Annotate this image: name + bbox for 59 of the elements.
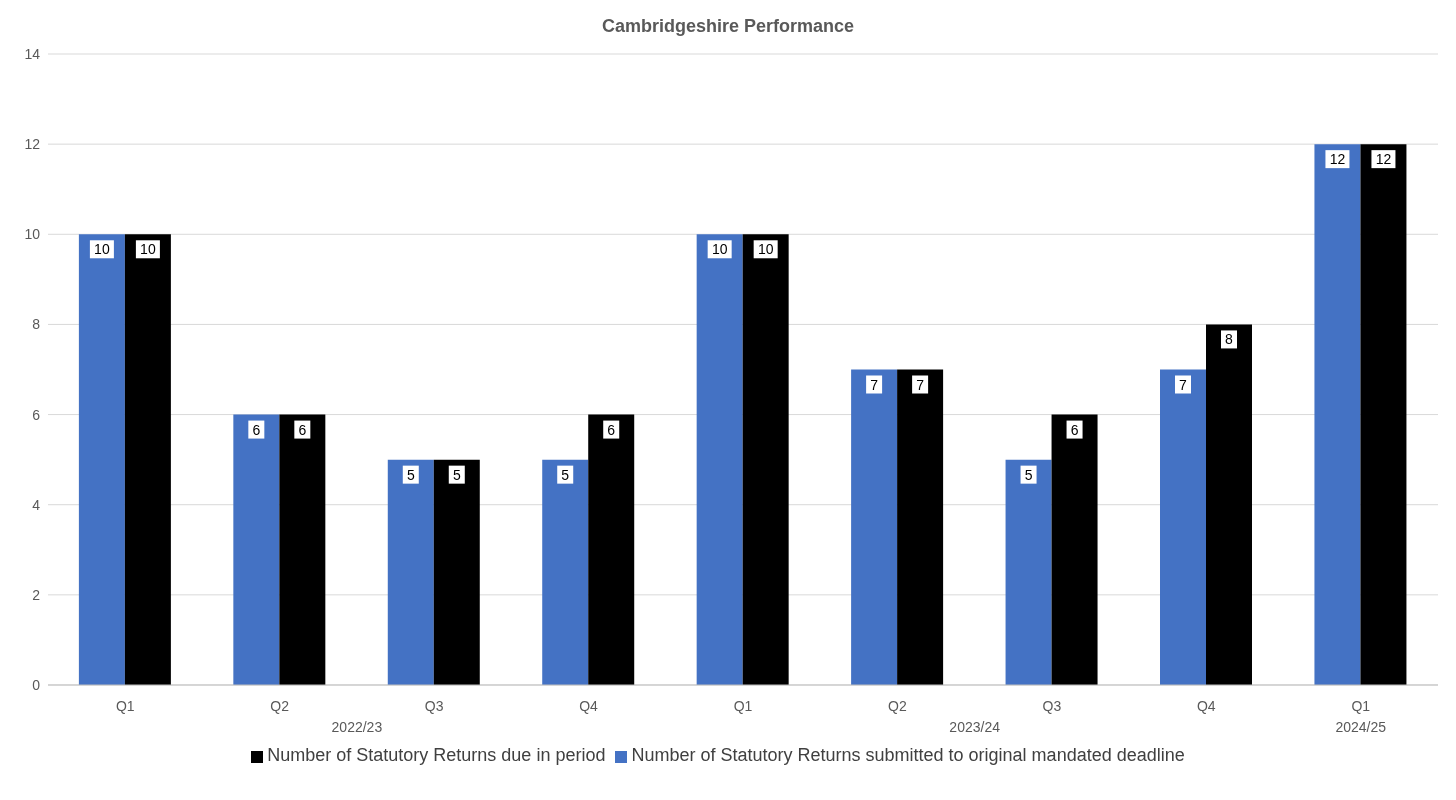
data-label: 10 [140, 241, 156, 258]
data-label: 7 [870, 376, 879, 393]
bar [124, 234, 171, 685]
text: 2023/24 [948, 719, 1001, 735]
x-tick-label: Q2 [888, 697, 907, 714]
bar [1206, 324, 1252, 685]
data-label: 6 [298, 421, 307, 438]
x-tick-label: Q4 [1196, 697, 1216, 714]
x-tick-label: Q4 [579, 697, 599, 714]
x-tick-label: Q2 [270, 697, 290, 714]
data-label: 7 [916, 376, 925, 393]
y-tick-label: 0 [32, 676, 41, 693]
data-label: 12 [1375, 151, 1392, 168]
data-label: 5 [561, 466, 570, 483]
data-label: 7 [1179, 376, 1188, 393]
data-label: 6 [607, 421, 616, 438]
data-label: 6 [1070, 421, 1079, 438]
y-tick-label: 10 [24, 226, 41, 243]
data-label: 12 [1329, 151, 1346, 168]
bar [897, 369, 944, 685]
data-label: 5 [452, 466, 461, 483]
text: 2024/25 [1334, 719, 1388, 735]
x-tick-label: Q3 [1042, 697, 1062, 714]
bar [78, 234, 125, 685]
bar [279, 414, 326, 685]
data-label: 5 [1024, 466, 1033, 483]
bar [742, 234, 789, 685]
data-label: 10 [94, 241, 110, 258]
y-tick-label: 2 [32, 586, 41, 603]
x-tick-label: Q1 [733, 697, 753, 714]
x-tick-label: Q1 [115, 697, 135, 714]
y-tick-label: 4 [32, 496, 41, 513]
x-tick-label: Q1 [1351, 697, 1371, 714]
text: 2022/23 [330, 719, 384, 735]
bar [1005, 459, 1052, 685]
data-label: 6 [252, 421, 261, 438]
bar [1314, 144, 1361, 685]
bar [433, 459, 480, 685]
bar [1360, 144, 1407, 685]
legend-label: Number of Statutory Returns submitted to original mandated deadline [631, 745, 1185, 765]
bar [387, 459, 434, 685]
bar [1051, 414, 1098, 685]
bar [851, 369, 898, 685]
chart-title: Cambridgeshire Performance [600, 15, 856, 38]
data-label: 10 [711, 241, 728, 258]
y-tick-label: 14 [24, 45, 41, 62]
bar [588, 414, 635, 685]
x-tick-label: Q3 [424, 697, 444, 714]
legend-label: Number of Statutory Returns due in period [267, 745, 606, 765]
y-tick-label: 6 [32, 406, 41, 423]
y-tick-label: 8 [32, 316, 41, 333]
y-tick-label: 12 [24, 136, 41, 153]
bar [696, 234, 743, 685]
data-label: 10 [757, 241, 774, 258]
data-label: 5 [406, 466, 415, 483]
data-label: 8 [1225, 331, 1234, 348]
bar [1160, 369, 1206, 685]
bar [233, 414, 280, 685]
bar [542, 459, 589, 685]
